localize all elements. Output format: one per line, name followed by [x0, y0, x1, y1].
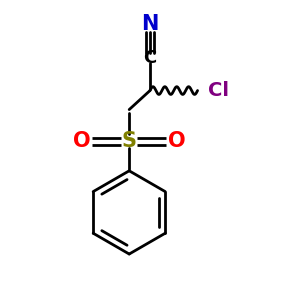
Text: N: N [141, 14, 159, 34]
Text: C: C [143, 49, 157, 67]
Text: O: O [168, 131, 186, 151]
Text: S: S [122, 131, 137, 151]
Text: O: O [73, 131, 91, 151]
Text: Cl: Cl [208, 81, 229, 100]
